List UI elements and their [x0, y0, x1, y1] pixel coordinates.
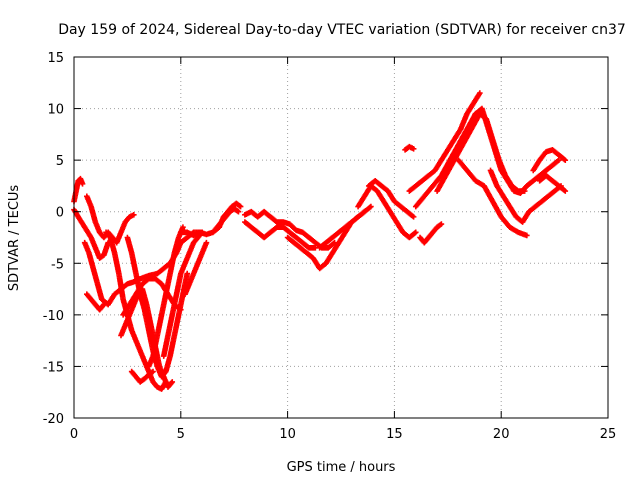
data-point: [410, 145, 417, 152]
data-point: [235, 208, 242, 215]
data-point: [150, 368, 156, 375]
x-tick-label-3: 15: [386, 427, 403, 442]
data-point: [203, 239, 210, 246]
chart-title: Day 159 of 2024, Sidereal Day-to-day VTE…: [58, 22, 626, 38]
grid-layer: [74, 57, 608, 418]
data-point: [562, 188, 569, 194]
series-s13: [182, 239, 210, 298]
ticks-layer: 0 5 10 15 20 25 -20 -15 -10 -5 0 5 10 15: [43, 51, 617, 442]
series-s29: [487, 167, 564, 225]
x-tick-label-0: 0: [70, 427, 78, 442]
data-point: [361, 208, 368, 215]
series-s12: [160, 229, 205, 359]
x-axis-label: GPS time / hours: [287, 460, 396, 475]
data-point: [477, 90, 483, 96]
series-s31: [536, 172, 569, 194]
points-layer: [71, 90, 569, 392]
series-s21: [365, 177, 417, 220]
series-s19: [316, 208, 368, 251]
y-tick-label-1: -15: [43, 360, 64, 375]
series-s15: [210, 205, 242, 236]
data-point: [438, 221, 445, 227]
series-s8: [124, 234, 191, 380]
data-point: [169, 379, 176, 385]
y-tick-label-0: -20: [43, 412, 64, 427]
series-s23: [417, 221, 445, 246]
series-s24: [406, 90, 483, 194]
data-point: [131, 212, 137, 218]
x-tick-label-1: 5: [177, 427, 185, 442]
y-tick-label-4: 0: [56, 206, 64, 221]
series-s28: [455, 157, 530, 239]
series-s27: [466, 105, 562, 196]
series-s30: [530, 147, 569, 174]
series-s11: [145, 224, 186, 370]
data-point: [178, 306, 184, 313]
series-s2: [71, 206, 111, 261]
data-point: [562, 157, 569, 163]
y-tick-label-5: 5: [56, 154, 64, 169]
plot-frame: [73, 56, 609, 419]
y-tick-label-6: 10: [47, 103, 64, 118]
y-axis-label: SDTVAR / TECUs: [7, 185, 22, 292]
series-s17: [242, 208, 338, 251]
data-point: [168, 380, 175, 386]
data-point: [412, 229, 419, 236]
y-tick-label-2: -10: [43, 309, 64, 324]
data-point: [556, 157, 562, 163]
x-tick-label-4: 20: [493, 427, 510, 442]
y-tick-label-3: -5: [51, 257, 64, 272]
data-point: [184, 270, 191, 277]
series-s16: [242, 219, 319, 251]
series-s9: [128, 368, 156, 385]
series-s1: [71, 175, 86, 205]
series-s5: [84, 291, 107, 313]
data-point: [524, 232, 530, 239]
series-s22: [402, 143, 417, 153]
data-point: [180, 224, 186, 230]
data-point: [368, 203, 374, 210]
data-point: [100, 302, 106, 309]
x-tick-label-5: 25: [600, 427, 617, 442]
data-point: [237, 203, 244, 210]
data-point: [79, 181, 86, 187]
y-tick-label-7: 15: [47, 51, 64, 66]
data-point: [101, 301, 107, 308]
data-point: [410, 214, 417, 220]
x-tick-label-2: 10: [279, 427, 296, 442]
